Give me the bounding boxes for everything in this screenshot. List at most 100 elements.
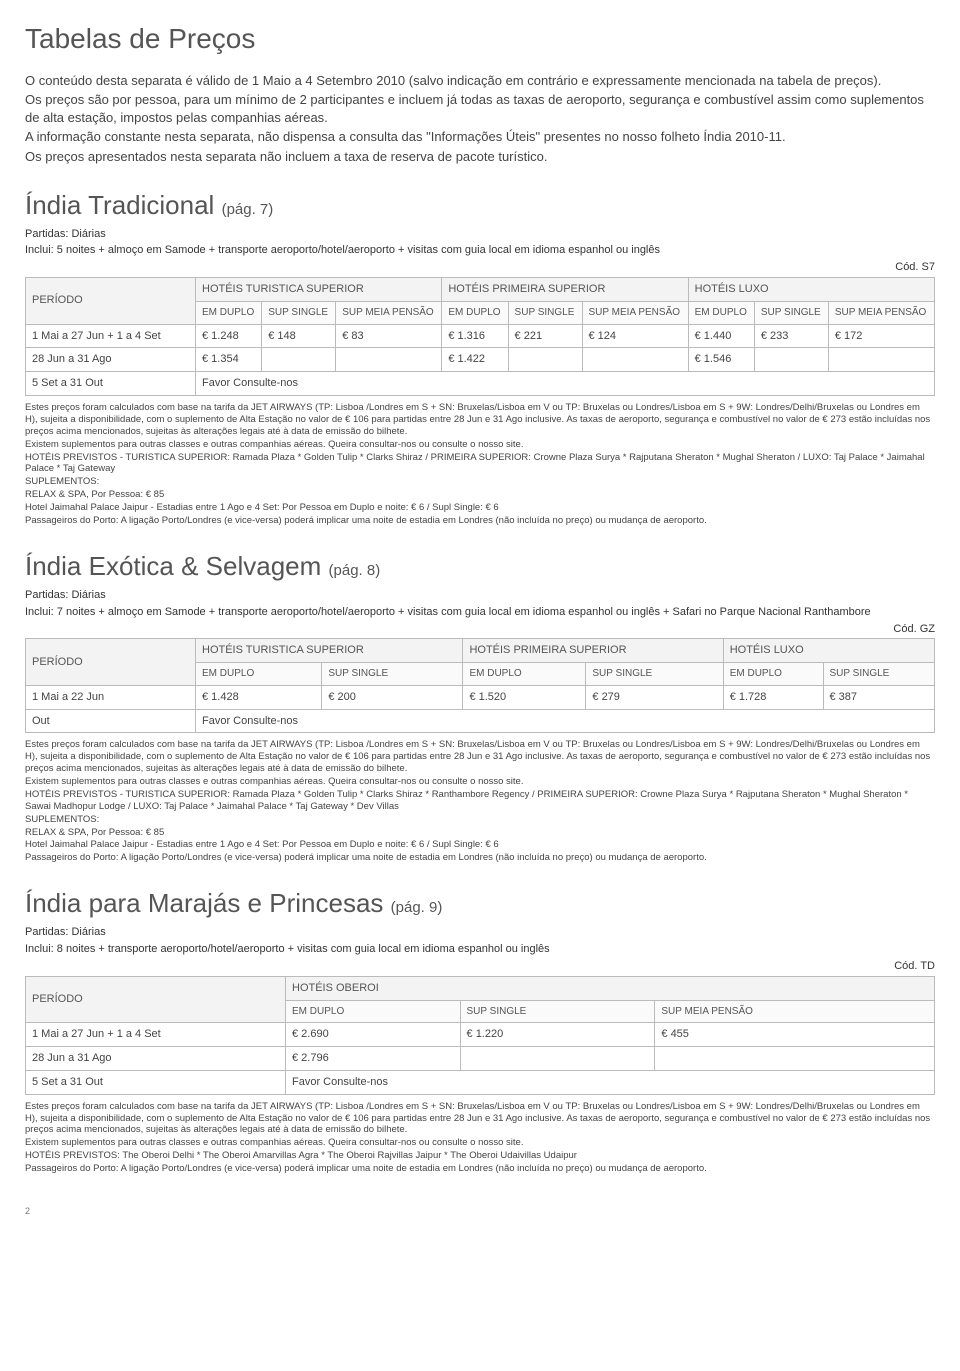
col-group: HOTÉIS LUXO <box>688 278 934 302</box>
sub-col: SUP SINGLE <box>586 663 723 686</box>
price-cell <box>262 348 336 372</box>
period-cell: 1 Mai a 22 Jun <box>26 685 196 709</box>
fineprint-block: Estes preços foram calculados com base n… <box>25 739 935 864</box>
price-cell <box>655 1047 935 1071</box>
price-cell: € 1.220 <box>460 1023 655 1047</box>
price-cell: € 1.546 <box>688 348 754 372</box>
section-page-ref: (pág. 8) <box>329 562 381 579</box>
price-cell <box>828 348 934 372</box>
price-cell <box>336 348 442 372</box>
fineprint-line: Passageiros do Porto: A ligação Porto/Lo… <box>25 515 935 527</box>
fineprint-line: HOTÉIS PREVISTOS: The Oberoi Delhi * The… <box>25 1150 935 1162</box>
period-cell: 28 Jun a 31 Ago <box>26 1047 286 1071</box>
price-cell: € 221 <box>508 324 582 348</box>
price-cell: € 1.316 <box>442 324 508 348</box>
fineprint-line: RELAX & SPA, Por Pessoa: € 85 <box>25 489 935 501</box>
price-cell: € 2.796 <box>286 1047 461 1071</box>
sub-col: SUP SINGLE <box>508 302 582 325</box>
section-title: Índia Exótica & Selvagem (pág. 8) <box>25 549 935 584</box>
table-row: 28 Jun a 31 Ago € 1.354 € 1.422 € 1.546 <box>26 348 935 372</box>
section-title-text: Índia Tradicional <box>25 190 214 220</box>
col-periodo: PERÍODO <box>26 976 286 1022</box>
consult-cell: Favor Consulte-nos <box>196 372 935 396</box>
price-cell: € 1.428 <box>196 685 322 709</box>
price-cell <box>582 348 688 372</box>
sub-col: EM DUPLO <box>286 1000 461 1023</box>
price-cell: € 1.422 <box>442 348 508 372</box>
sub-col: SUP SINGLE <box>823 663 935 686</box>
price-table-2: PERÍODO HOTÉIS TURISTICA SUPERIOR HOTÉIS… <box>25 638 935 733</box>
price-cell: € 172 <box>828 324 934 348</box>
price-cell: € 1.728 <box>723 685 823 709</box>
consult-cell: Favor Consulte-nos <box>196 709 935 733</box>
fineprint-line: Passageiros do Porto: A ligação Porto/Lo… <box>25 852 935 864</box>
period-cell: 28 Jun a 31 Ago <box>26 348 196 372</box>
section-title: Índia para Marajás e Princesas (pág. 9) <box>25 886 935 921</box>
fineprint-line: HOTÉIS PREVISTOS - TURISTICA SUPERIOR: R… <box>25 452 935 476</box>
section-title-text: Índia para Marajás e Princesas <box>25 888 383 918</box>
price-table-1: PERÍODO HOTÉIS TURISTICA SUPERIOR HOTÉIS… <box>25 277 935 396</box>
sub-col: SUP SINGLE <box>754 302 828 325</box>
table-row: 28 Jun a 31 Ago € 2.796 <box>26 1047 935 1071</box>
table-row: 1 Mai a 27 Jun + 1 a 4 Set € 1.248 € 148… <box>26 324 935 348</box>
period-cell: 5 Set a 31 Out <box>26 372 196 396</box>
section-page-ref: (pág. 7) <box>222 201 274 218</box>
fineprint-line: Hotel Jaimahal Palace Jaipur - Estadias … <box>25 502 935 514</box>
price-cell: € 148 <box>262 324 336 348</box>
sub-col: EM DUPLO <box>196 663 322 686</box>
price-cell: € 1.520 <box>463 685 586 709</box>
fineprint-line: SUPLEMENTOS: <box>25 814 935 826</box>
table-row: 5 Set a 31 Out Favor Consulte-nos <box>26 372 935 396</box>
sub-col: SUP MEIA PENSÃO <box>582 302 688 325</box>
price-cell: € 387 <box>823 685 935 709</box>
fineprint-block: Estes preços foram calculados com base n… <box>25 1101 935 1175</box>
intro-line: O conteúdo desta separata é válido de 1 … <box>25 72 935 90</box>
price-cell <box>508 348 582 372</box>
fineprint-block: Estes preços foram calculados com base n… <box>25 402 935 527</box>
col-periodo: PERÍODO <box>26 278 196 324</box>
price-cell: € 233 <box>754 324 828 348</box>
table-row: 1 Mai a 22 Jun € 1.428 € 200 € 1.520 € 2… <box>26 685 935 709</box>
fineprint-line: Estes preços foram calculados com base n… <box>25 1101 935 1137</box>
price-cell: € 83 <box>336 324 442 348</box>
fineprint-line: RELAX & SPA, Por Pessoa: € 85 <box>25 827 935 839</box>
price-cell: € 455 <box>655 1023 935 1047</box>
intro-line: Os preços apresentados nesta separata nã… <box>25 148 935 166</box>
intro-line: A informação constante nesta separata, n… <box>25 128 935 146</box>
partidas-line: Partidas: Diárias <box>25 588 935 603</box>
table-row: 5 Set a 31 Out Favor Consulte-nos <box>26 1070 935 1094</box>
price-table-3: PERÍODO HOTÉIS OBEROI EM DUPLO SUP SINGL… <box>25 976 935 1095</box>
fineprint-line: SUPLEMENTOS: <box>25 476 935 488</box>
fineprint-line: Hotel Jaimahal Palace Jaipur - Estadias … <box>25 839 935 851</box>
intro-line: Os preços são por pessoa, para um mínimo… <box>25 91 935 126</box>
inclui-line: Inclui: 5 noites + almoço em Samode + tr… <box>25 243 935 258</box>
period-cell: 1 Mai a 27 Jun + 1 a 4 Set <box>26 324 196 348</box>
table-row: 1 Mai a 27 Jun + 1 a 4 Set € 2.690 € 1.2… <box>26 1023 935 1047</box>
sub-col: SUP MEIA PENSÃO <box>828 302 934 325</box>
price-cell: € 279 <box>586 685 723 709</box>
inclui-line: Inclui: 8 noites + transporte aeroporto/… <box>25 942 935 957</box>
code-line: Cód. GZ <box>25 622 935 637</box>
consult-cell: Favor Consulte-nos <box>286 1070 935 1094</box>
sub-col: EM DUPLO <box>463 663 586 686</box>
price-cell <box>460 1047 655 1071</box>
partidas-line: Partidas: Diárias <box>25 227 935 242</box>
page-title: Tabelas de Preços <box>25 20 935 58</box>
intro-block: O conteúdo desta separata é válido de 1 … <box>25 72 935 166</box>
section-title-text: Índia Exótica & Selvagem <box>25 551 321 581</box>
price-cell <box>754 348 828 372</box>
fineprint-line: Estes preços foram calculados com base n… <box>25 739 935 775</box>
fineprint-line: Existem suplementos para outras classes … <box>25 776 935 788</box>
price-cell: € 1.354 <box>196 348 262 372</box>
sub-col: EM DUPLO <box>723 663 823 686</box>
sub-col: EM DUPLO <box>688 302 754 325</box>
price-cell: € 2.690 <box>286 1023 461 1047</box>
col-periodo: PERÍODO <box>26 639 196 685</box>
fineprint-line: Estes preços foram calculados com base n… <box>25 402 935 438</box>
col-group: HOTÉIS LUXO <box>723 639 934 663</box>
sub-col: EM DUPLO <box>442 302 508 325</box>
period-cell: 1 Mai a 27 Jun + 1 a 4 Set <box>26 1023 286 1047</box>
section-page-ref: (pág. 9) <box>391 899 443 916</box>
inclui-line: Inclui: 7 noites + almoço em Samode + tr… <box>25 605 935 620</box>
partidas-line: Partidas: Diárias <box>25 925 935 940</box>
